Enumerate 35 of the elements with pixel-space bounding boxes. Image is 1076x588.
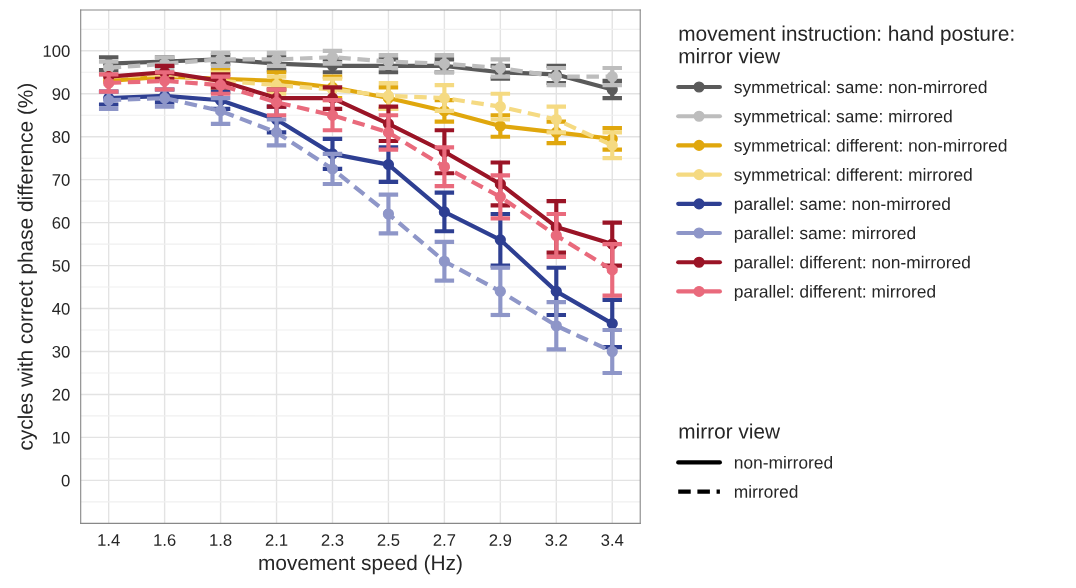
y-tick-label: 0 bbox=[61, 474, 70, 487]
y-tick-label: 90 bbox=[52, 88, 70, 100]
legend-title: movement instruction: hand posture: mirror view bbox=[679, 25, 1014, 64]
y-tick-label: 20 bbox=[52, 388, 70, 401]
legend-label: symmetrical: same: mirrored bbox=[734, 109, 952, 126]
y-tick-label: 80 bbox=[52, 131, 70, 143]
x-tick-label: 1.4 bbox=[98, 534, 120, 546]
y-tick-label: 100 bbox=[43, 45, 70, 58]
y-tick-label: 30 bbox=[52, 345, 70, 358]
text: mirrored bbox=[734, 485, 798, 498]
x-tick-label: 2.9 bbox=[489, 534, 512, 546]
y-axis-title: cycles with correct phase difference (%) bbox=[17, 84, 37, 450]
legend-label: symmetrical: same: non-mirrored bbox=[734, 80, 987, 97]
x-tick-label: 2.5 bbox=[377, 534, 400, 546]
x-axis-title: movement speed (Hz) bbox=[259, 554, 462, 575]
legend-label: symmetrical: different: non-mirrored bbox=[734, 138, 1007, 156]
x-tick-label: 2.3 bbox=[321, 534, 344, 546]
text: non-mirrored bbox=[734, 455, 833, 469]
text: mirror view bbox=[679, 423, 781, 439]
legend-label: symmetrical: different: mirrored bbox=[734, 168, 972, 185]
legend-label: parallel: same: mirrored bbox=[734, 226, 916, 243]
x-tick-label: 1.6 bbox=[154, 534, 176, 546]
legend-label: parallel: same: non-mirrored bbox=[734, 197, 950, 214]
y-tick-label: 40 bbox=[52, 302, 70, 315]
x-tick-label: 1.8 bbox=[210, 534, 232, 546]
y-tick-label: 60 bbox=[52, 217, 70, 229]
y-tick-label: 70 bbox=[52, 174, 70, 186]
x-tick-label: 2.7 bbox=[433, 534, 456, 546]
x-tick-label: 2.1 bbox=[265, 534, 288, 546]
legend-label: parallel: different: mirrored bbox=[734, 284, 935, 302]
y-tick-label: 10 bbox=[53, 431, 70, 444]
legend-label: parallel: different: non-mirrored bbox=[734, 255, 970, 272]
y-tick-label: 50 bbox=[52, 259, 70, 272]
x-tick-label: 3.4 bbox=[601, 534, 624, 546]
x-tick-label: 3.2 bbox=[545, 534, 568, 546]
